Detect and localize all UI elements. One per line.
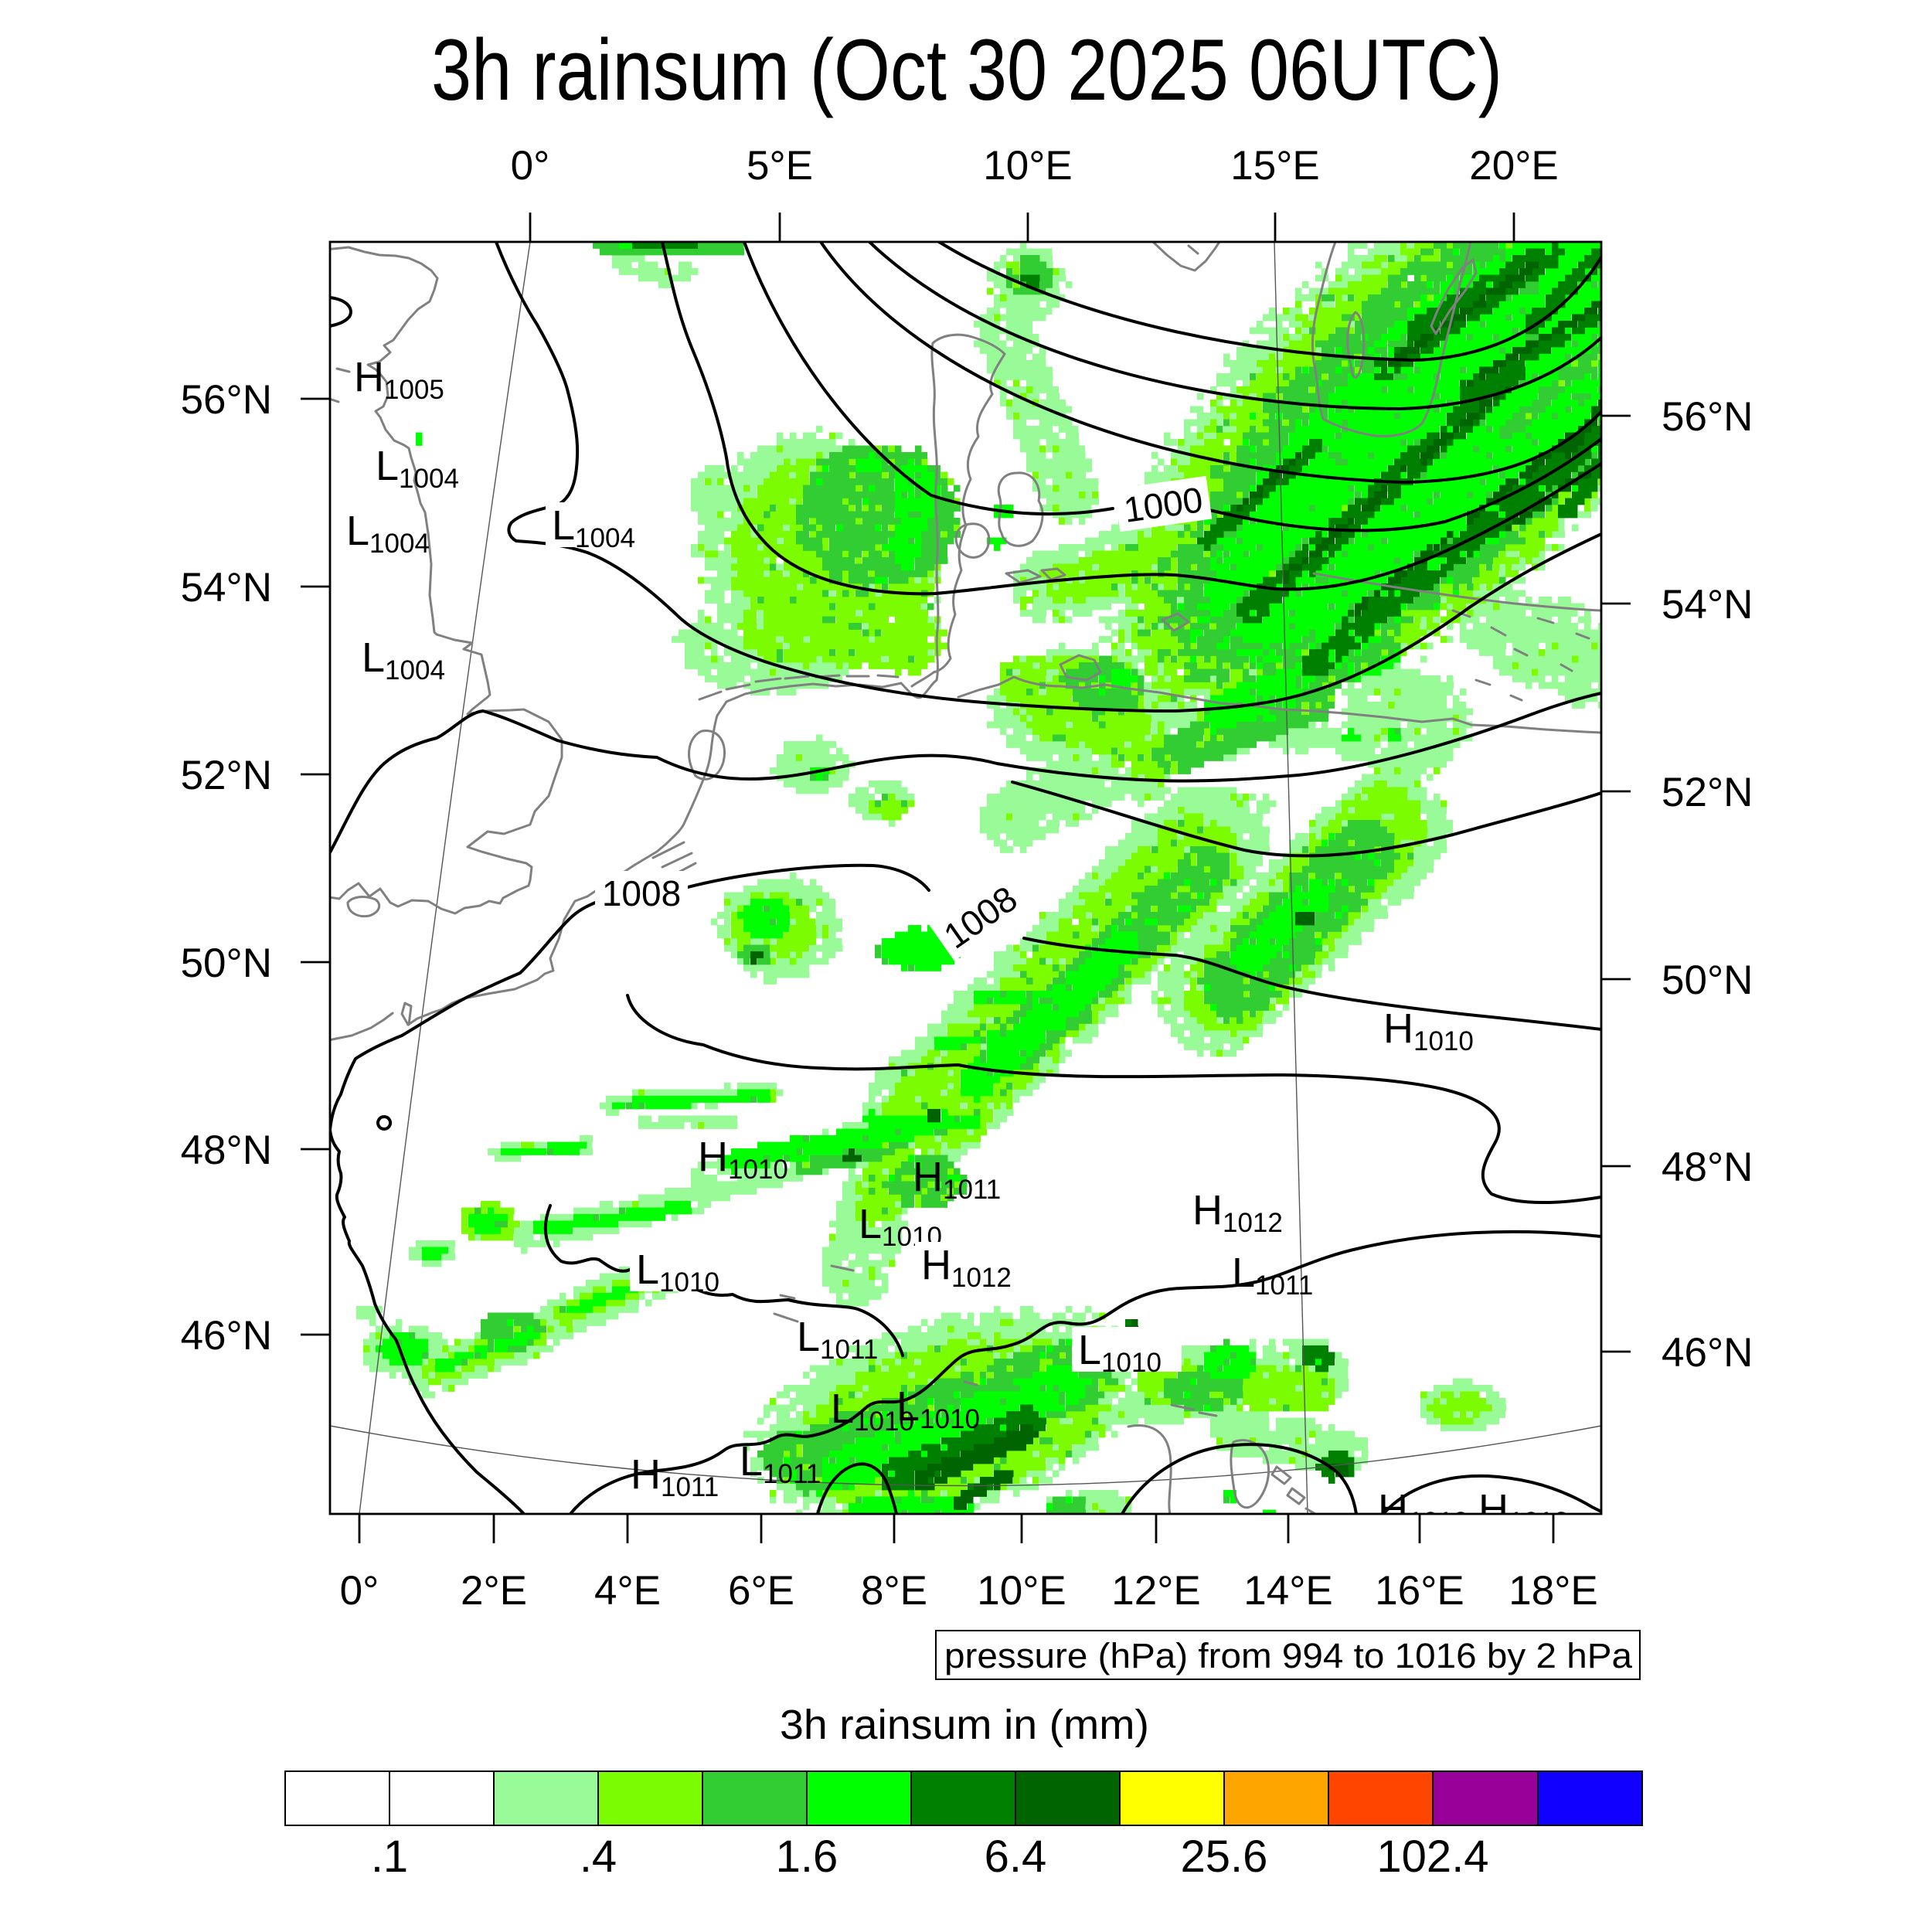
svg-text:pressure (hPa) from 994 to 101: pressure (hPa) from 994 to 1016 by 2 hPa	[944, 1636, 1633, 1675]
svg-text:102.4: 102.4	[1376, 1832, 1488, 1882]
svg-text:52°N: 52°N	[181, 753, 272, 798]
svg-text:14°E: 14°E	[1243, 1568, 1333, 1614]
svg-text:54°N: 54°N	[1662, 582, 1753, 628]
svg-text:48°N: 48°N	[1662, 1145, 1753, 1190]
svg-text:46°N: 46°N	[181, 1313, 272, 1359]
svg-text:52°N: 52°N	[1662, 770, 1753, 815]
svg-text:0°: 0°	[340, 1568, 379, 1614]
svg-text:1008: 1008	[602, 873, 681, 913]
svg-text:8°E: 8°E	[861, 1568, 927, 1614]
svg-text:16°E: 16°E	[1375, 1568, 1464, 1614]
svg-text:56°N: 56°N	[181, 377, 272, 423]
svg-text:3h rainsum in (mm): 3h rainsum in (mm)	[780, 1702, 1149, 1748]
svg-text:10°E: 10°E	[977, 1568, 1066, 1614]
svg-text:46°N: 46°N	[1662, 1330, 1753, 1376]
svg-text:10°E: 10°E	[983, 143, 1073, 189]
svg-text:0°: 0°	[511, 143, 550, 189]
svg-text:50°N: 50°N	[1662, 957, 1753, 1003]
svg-text:.4: .4	[580, 1832, 617, 1882]
svg-text:1.6: 1.6	[776, 1832, 838, 1882]
svg-text:48°N: 48°N	[181, 1128, 272, 1173]
svg-text:3h rainsum (Oct 30 2025 06UTC): 3h rainsum (Oct 30 2025 06UTC)	[431, 22, 1502, 118]
svg-text:18°E: 18°E	[1509, 1568, 1598, 1614]
svg-text:5°E: 5°E	[747, 143, 813, 189]
svg-text:15°E: 15°E	[1230, 143, 1320, 189]
svg-text:50°N: 50°N	[181, 940, 272, 986]
svg-text:54°N: 54°N	[181, 565, 272, 611]
svg-text:2°E: 2°E	[461, 1568, 527, 1614]
svg-text:6.4: 6.4	[985, 1832, 1047, 1882]
svg-text:56°N: 56°N	[1662, 394, 1753, 440]
svg-text:6°E: 6°E	[728, 1568, 794, 1614]
svg-text:L1011: L1011	[1232, 1250, 1313, 1301]
svg-text:12°E: 12°E	[1111, 1568, 1201, 1614]
svg-text:.1: .1	[371, 1832, 408, 1882]
svg-text:4°E: 4°E	[594, 1568, 661, 1614]
svg-text:20°E: 20°E	[1469, 143, 1559, 189]
svg-text:25.6: 25.6	[1181, 1832, 1268, 1882]
